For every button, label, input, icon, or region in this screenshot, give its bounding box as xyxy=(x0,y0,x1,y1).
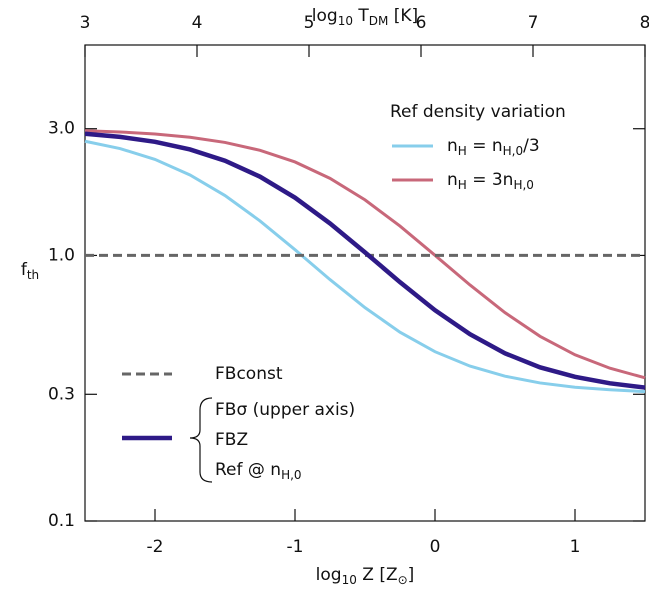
legend-label-part: Ref @ n xyxy=(215,460,281,480)
legend-label: Ref @ nH,0 xyxy=(215,460,302,482)
x2-axis-label: log10 TDM [K] xyxy=(312,6,418,28)
legend-label-part: = 3n xyxy=(467,170,514,190)
y-axis-label-part: f xyxy=(21,260,28,280)
x-axis-label-part: log xyxy=(316,565,342,585)
plot-frame xyxy=(84,44,646,522)
x-tick-label: -2 xyxy=(147,537,164,557)
x2-axis-label-part: log xyxy=(312,6,338,26)
legend-label-part: FBconst xyxy=(215,364,283,384)
legend-label-part: H,0 xyxy=(281,468,301,482)
legend-title: Ref density variation xyxy=(390,102,566,122)
y-tick-label: 1.0 xyxy=(48,245,75,265)
x-axis-label-part: 10 xyxy=(342,573,357,587)
x2-axis-label-part: DM xyxy=(369,14,389,28)
legend-label-part: H xyxy=(458,144,467,158)
x-tick-label: 1 xyxy=(570,537,581,557)
x-axis-label-part: ] xyxy=(408,565,415,585)
legend-label-part: H,0 xyxy=(513,178,533,192)
series-line xyxy=(84,139,646,394)
x2-tick-label: 6 xyxy=(416,13,427,33)
legend-label-part: H,0 xyxy=(503,144,523,158)
legend-label: FBσ (upper axis) xyxy=(215,400,355,420)
legend-label-part: n xyxy=(447,136,458,156)
legend-label-part: FBZ xyxy=(215,430,248,450)
series-line xyxy=(84,129,646,380)
legend-label: FBZ xyxy=(215,430,248,450)
x2-axis-label-part: 10 xyxy=(338,14,353,28)
x-tick-label: -1 xyxy=(287,537,304,557)
legend-label: nH = nH,0/3 xyxy=(447,136,540,158)
y-tick-label: 3.0 xyxy=(48,119,75,139)
legend-label-part: n xyxy=(447,170,458,190)
x2-axis-label-part: [K] xyxy=(388,6,418,26)
x2-tick-label: 5 xyxy=(304,13,315,33)
x2-tick-label: 3 xyxy=(80,13,91,33)
x-axis-label-part: ⊙ xyxy=(398,573,408,587)
legend-label-part: /3 xyxy=(523,136,540,156)
y-tick-label: 0.3 xyxy=(48,384,75,404)
y-tick-label: 0.1 xyxy=(48,511,75,531)
x2-tick-label: 7 xyxy=(528,13,539,33)
legend-label-part: = n xyxy=(467,136,503,156)
legend-label: nH = 3nH,0 xyxy=(447,170,534,192)
legend-label: FBconst xyxy=(215,364,283,384)
x-tick-label: 0 xyxy=(430,537,441,557)
legend-label-part: FBσ (upper axis) xyxy=(215,400,355,420)
series-line xyxy=(84,131,646,390)
y-axis-label-part: th xyxy=(27,268,39,282)
legend-label-part: H xyxy=(458,178,467,192)
y-axis-label: fth xyxy=(21,260,39,282)
x2-axis-label-part: T xyxy=(353,6,369,26)
x-axis-label-part: Z [Z xyxy=(357,565,398,585)
x-axis-label: log10 Z [Z⊙] xyxy=(316,565,415,587)
x2-tick-label: 8 xyxy=(640,13,649,33)
legend-brace xyxy=(189,397,213,483)
x2-tick-label: 4 xyxy=(192,13,203,33)
